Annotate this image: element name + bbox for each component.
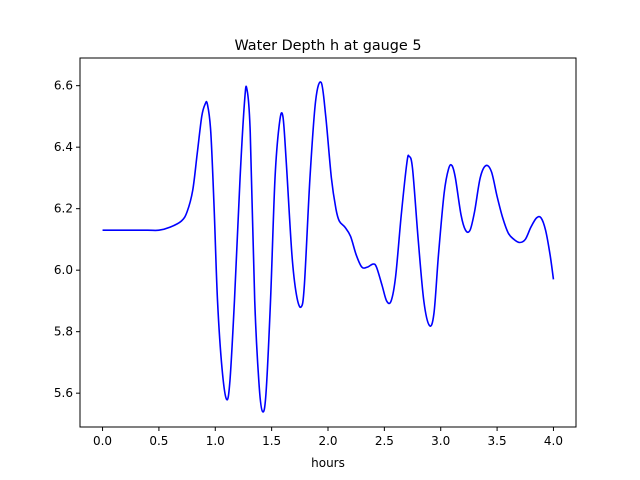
y-tick-label: 6.2 (54, 202, 73, 216)
plot-frame (79, 57, 577, 428)
chart-title: Water Depth h at gauge 5 (234, 38, 421, 54)
y-tick-label: 6.6 (54, 79, 73, 93)
y-tick-label: 5.8 (54, 325, 73, 339)
y-tick-label: 6.0 (54, 263, 73, 277)
plot-content (102, 81, 555, 413)
x-axis-ticks: 0.0 0.5 1.0 1.5 2.0 2.5 3.0 3.5 4.0 (93, 427, 563, 448)
x-tick-label: 2.5 (375, 434, 394, 448)
x-tick-label: 0.0 (93, 434, 112, 448)
y-tick-label: 5.6 (54, 386, 73, 400)
x-axis-label: hours (311, 456, 345, 470)
series-line-0 (102, 81, 555, 413)
x-tick-label: 1.0 (206, 434, 225, 448)
x-tick-label: 0.5 (149, 434, 168, 448)
x-tick-label: 1.5 (262, 434, 281, 448)
y-axis-ticks: 5.6 5.8 6.0 6.2 6.4 6.6 (54, 79, 80, 400)
x-tick-label: 3.5 (488, 434, 507, 448)
x-tick-label: 3.0 (431, 434, 450, 448)
x-tick-label: 4.0 (544, 434, 563, 448)
x-tick-label: 2.0 (318, 434, 337, 448)
y-tick-label: 6.4 (54, 140, 73, 154)
